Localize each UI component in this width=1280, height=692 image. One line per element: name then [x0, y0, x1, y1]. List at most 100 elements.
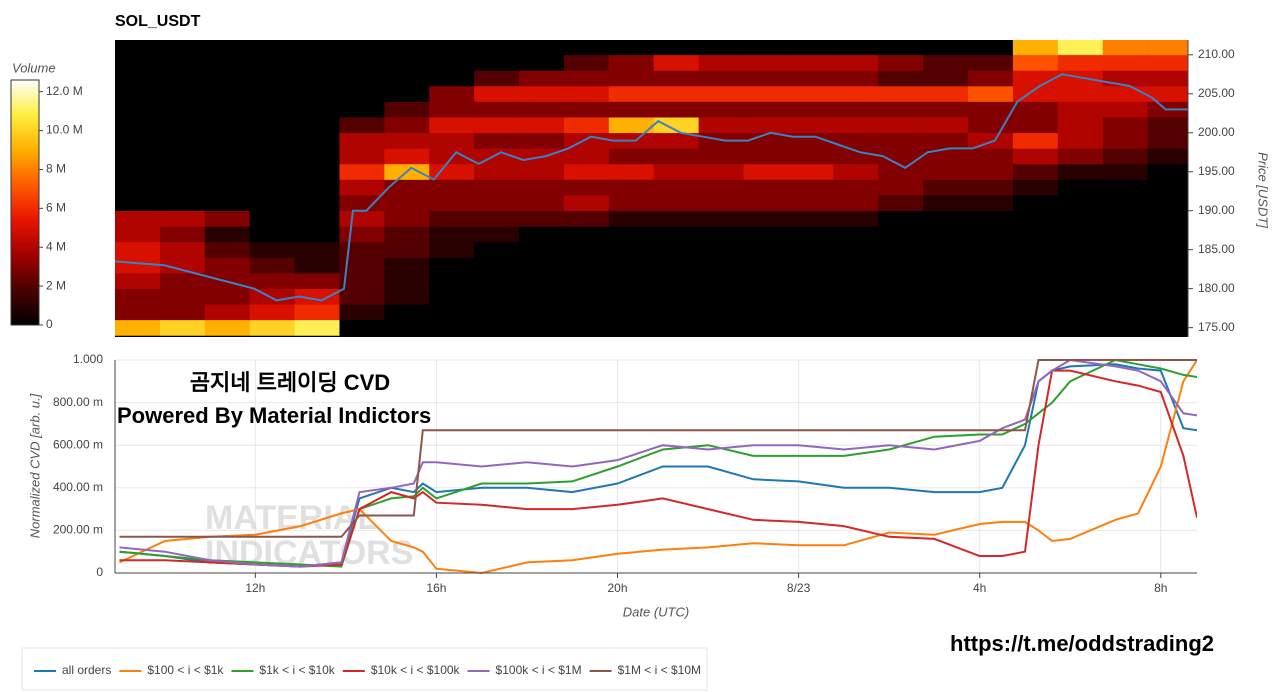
heatmap-cell [384, 117, 430, 134]
heatmap-cell [1147, 163, 1188, 180]
heatmap-cell [743, 257, 789, 274]
heatmap-cell [1102, 54, 1148, 71]
heatmap-cell [743, 54, 789, 71]
heatmap-cell [968, 257, 1014, 274]
heatmap-cell [1057, 210, 1103, 227]
heatmap-cell [608, 54, 655, 71]
heatmap-cell [474, 179, 520, 196]
heatmap-cell [294, 241, 340, 258]
heatmap-cell [878, 163, 924, 180]
heatmap-cell [563, 85, 610, 102]
heatmap-cell [474, 273, 520, 289]
heatmap-cell [968, 54, 1014, 71]
heatmap-cell [833, 117, 879, 134]
heatmap-cell [653, 101, 699, 118]
heatmap-cell [743, 288, 789, 305]
heatmap-cell [115, 85, 161, 102]
heatmap-cell [653, 288, 699, 305]
heatmap-cell [384, 54, 430, 71]
y-tick-label: 200.00 [1198, 125, 1235, 139]
heatmap-cell [833, 179, 879, 196]
cvd-line [119, 359, 1197, 538]
heatmap-cell [698, 54, 744, 71]
heatmap-cell [339, 195, 385, 212]
heatmap-cell [249, 54, 295, 71]
heatmap-cell [743, 117, 789, 134]
heatmap-cell [159, 195, 206, 212]
heatmap-cell [923, 319, 969, 336]
heatmap-cell [743, 85, 789, 102]
heatmap-cell [294, 273, 340, 289]
heatmap-cell [1102, 195, 1148, 212]
colorbar-tick-label: 2 M [46, 278, 66, 292]
legend-label: $1k < i < $10k [259, 663, 335, 677]
heatmap-cell [1012, 70, 1059, 87]
heatmap [115, 40, 1188, 336]
heatmap-cell [474, 70, 520, 87]
heatmap-cell [519, 226, 565, 243]
y-tick-label: 0 [96, 565, 103, 579]
heatmap-cell [608, 163, 655, 180]
heatmap-cell [608, 85, 655, 102]
heatmap-cell [249, 273, 295, 289]
heatmap-cell [1102, 101, 1148, 118]
heatmap-cell [653, 319, 699, 336]
heatmap-cell [1102, 288, 1148, 305]
heatmap-cell [159, 241, 206, 258]
heatmap-cell [1102, 241, 1148, 258]
heatmap-cell [563, 148, 610, 165]
heatmap-cell [878, 117, 924, 134]
heatmap-cell [1102, 226, 1148, 243]
heatmap-cell [563, 319, 610, 336]
heatmap-cell [923, 70, 969, 87]
heatmap-cell [249, 101, 295, 118]
heatmap-cell [1012, 226, 1059, 243]
heatmap-cell [968, 148, 1014, 165]
cvd-line [119, 369, 1197, 568]
heatmap-cell [563, 273, 610, 289]
x-tick-label: 8/23 [787, 581, 811, 595]
heatmap-cell [339, 70, 385, 87]
heatmap-cell [159, 163, 206, 180]
heatmap-cell [474, 210, 520, 227]
heatmap-cell [698, 241, 744, 258]
heatmap-cell [249, 288, 295, 305]
heatmap-cell [384, 273, 430, 289]
heatmap-cell [204, 226, 250, 243]
heatmap-cell [474, 132, 520, 149]
heatmap-cell [1057, 117, 1103, 134]
heatmap-cell [249, 163, 295, 180]
heatmap-cell [1147, 54, 1188, 71]
heatmap-cell [608, 304, 655, 321]
heatmap-cell [115, 40, 161, 56]
heatmap-cell [1102, 257, 1148, 274]
heatmap-cell [204, 40, 250, 56]
heatmap-cell [474, 257, 520, 274]
heatmap-cell [339, 40, 385, 56]
heatmap-cell [204, 304, 250, 321]
heatmap-cell [1012, 148, 1059, 165]
heatmap-cell [1057, 288, 1103, 305]
heatmap-cell [519, 54, 565, 71]
heatmap-cell [249, 241, 295, 258]
heatmap-cell [833, 319, 879, 336]
heatmap-cell [743, 40, 789, 56]
heatmap-cell [698, 257, 744, 274]
heatmap-cell [1147, 257, 1188, 274]
heatmap-cell [563, 54, 610, 71]
heatmap-cell [698, 70, 744, 87]
heatmap-cell [384, 257, 430, 274]
lines [119, 358, 1197, 575]
heatmap-cell [1057, 304, 1103, 321]
heatmap-cell [294, 226, 340, 243]
heatmap-cell [878, 304, 924, 321]
heatmap-cell [608, 257, 655, 274]
heatmap-cell [563, 257, 610, 274]
heatmap-cell [294, 70, 340, 87]
cvd-line [119, 358, 1197, 568]
heatmap-cell [1057, 54, 1103, 71]
heatmap-cell [115, 117, 161, 134]
heatmap-cell [968, 195, 1014, 212]
heatmap-cell [159, 273, 206, 289]
heatmap-cell [878, 226, 924, 243]
